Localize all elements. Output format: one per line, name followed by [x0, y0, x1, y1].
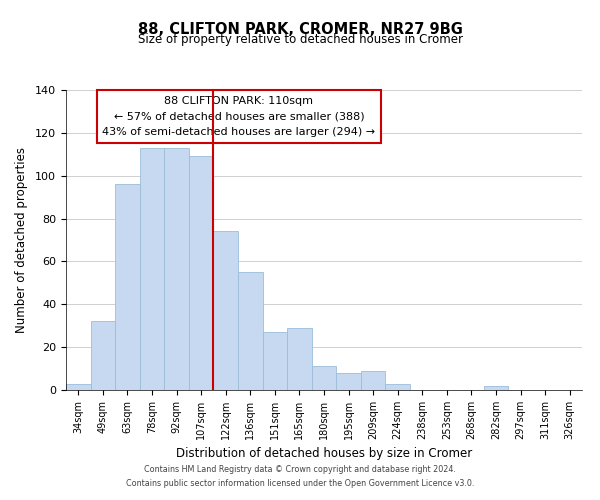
Bar [66, 384, 91, 390]
Bar [238, 272, 263, 390]
Text: 88 CLIFTON PARK: 110sqm
← 57% of detached houses are smaller (388)
43% of semi-d: 88 CLIFTON PARK: 110sqm ← 57% of detache… [102, 96, 376, 137]
Bar [336, 373, 361, 390]
Bar [385, 384, 410, 390]
Bar [214, 232, 238, 390]
Bar [164, 148, 189, 390]
Bar [312, 366, 336, 390]
Text: Contains HM Land Registry data © Crown copyright and database right 2024.
Contai: Contains HM Land Registry data © Crown c… [126, 466, 474, 487]
Bar [361, 370, 385, 390]
Bar [115, 184, 140, 390]
Text: Size of property relative to detached houses in Cromer: Size of property relative to detached ho… [137, 32, 463, 46]
Text: 88, CLIFTON PARK, CROMER, NR27 9BG: 88, CLIFTON PARK, CROMER, NR27 9BG [137, 22, 463, 38]
Bar [189, 156, 214, 390]
Bar [484, 386, 508, 390]
Bar [263, 332, 287, 390]
Y-axis label: Number of detached properties: Number of detached properties [15, 147, 28, 333]
Bar [140, 148, 164, 390]
Bar [287, 328, 312, 390]
Bar [91, 322, 115, 390]
X-axis label: Distribution of detached houses by size in Cromer: Distribution of detached houses by size … [176, 448, 472, 460]
